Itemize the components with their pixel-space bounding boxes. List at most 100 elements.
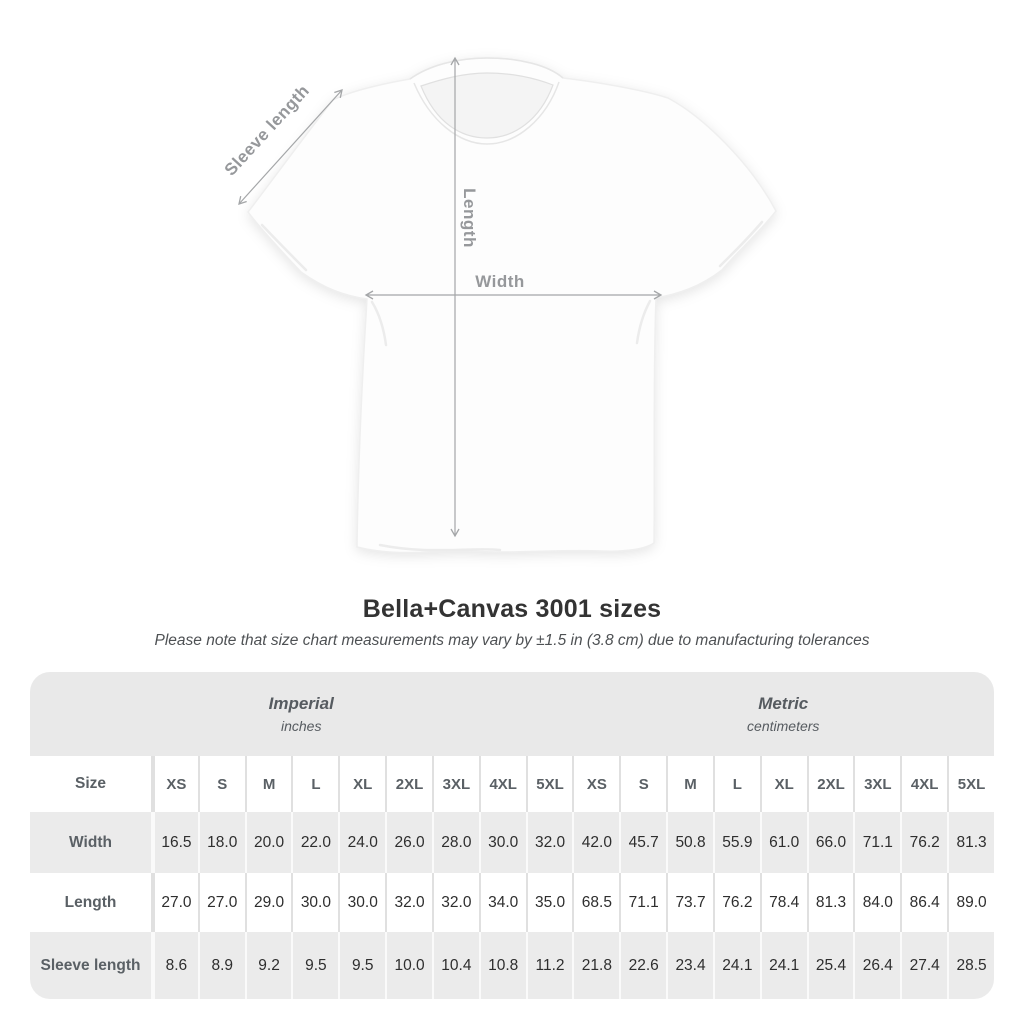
row-label-width: Width xyxy=(69,833,112,851)
size-table-container: Imperial inches Metric centimeters Size … xyxy=(30,672,994,999)
size-col-header: XL xyxy=(759,756,807,812)
value-cell: 61.0 xyxy=(759,812,807,873)
value-cell: 9.5 xyxy=(338,932,385,999)
sleeve-length-row: Sleeve length 8.6 8.9 9.2 9.5 9.5 10.0 1… xyxy=(30,932,994,999)
value-cell: 27.0 xyxy=(197,873,245,932)
value-cell: 21.8 xyxy=(572,932,619,999)
tshirt-collar-outer xyxy=(409,57,564,80)
value-cell: 27.0 xyxy=(151,873,198,932)
size-col-header: XL xyxy=(338,756,385,812)
value-cell: 22.6 xyxy=(619,932,666,999)
value-cell: 23.4 xyxy=(666,932,713,999)
tshirt-fold-left-armpit xyxy=(370,300,388,347)
size-col-header: S xyxy=(619,756,666,812)
unit-group-header-row: Imperial inches Metric centimeters xyxy=(30,672,994,756)
value-cell: 22.0 xyxy=(291,812,338,873)
metric-unit: centimeters xyxy=(747,718,820,734)
value-cell: 29.0 xyxy=(244,873,292,932)
value-cell: 32.0 xyxy=(431,873,479,932)
imperial-unit: inches xyxy=(280,718,322,734)
value-cell: 35.0 xyxy=(525,873,573,932)
value-cell: 10.4 xyxy=(431,932,479,999)
length-label: Length xyxy=(460,188,479,248)
value-cell: 71.1 xyxy=(853,812,900,873)
value-cell: 16.5 xyxy=(151,812,198,873)
value-cell: 55.9 xyxy=(712,812,760,873)
value-cell: 11.2 xyxy=(525,932,573,999)
value-cell: 27.4 xyxy=(900,932,947,999)
value-cell: 34.0 xyxy=(478,873,526,932)
value-cell: 42.0 xyxy=(572,812,619,873)
tshirt-illustration xyxy=(247,57,777,554)
value-cell: 45.7 xyxy=(619,812,666,873)
size-col-header: S xyxy=(197,756,245,812)
length-row: Length 27.0 27.0 29.0 30.0 30.0 32.0 32.… xyxy=(30,873,994,932)
tshirt-fold-hem xyxy=(378,543,502,552)
sleeve-length-arrow xyxy=(238,89,343,205)
value-cell: 76.2 xyxy=(712,873,760,932)
value-cell: 50.8 xyxy=(666,812,713,873)
metric-label: Metric xyxy=(758,694,809,713)
imperial-group-header: Imperial inches xyxy=(30,672,572,756)
value-cell: 71.1 xyxy=(619,873,666,932)
value-cell: 28.0 xyxy=(431,812,479,873)
value-cell: 10.8 xyxy=(478,932,526,999)
value-cell: 30.0 xyxy=(478,812,526,873)
size-col-header: 4XL xyxy=(900,756,947,812)
value-cell: 10.0 xyxy=(385,932,432,999)
size-col-header: 5XL xyxy=(525,756,573,812)
value-cell: 32.0 xyxy=(525,812,573,873)
width-row: Width 16.5 18.0 20.0 22.0 24.0 26.0 28.0… xyxy=(30,812,994,873)
value-cell: 26.0 xyxy=(385,812,432,873)
size-col-header: 5XL xyxy=(947,756,994,812)
size-col-header: L xyxy=(712,756,760,812)
value-cell: 81.3 xyxy=(806,873,854,932)
value-cell: 30.0 xyxy=(338,873,385,932)
value-cell: 24.1 xyxy=(712,932,760,999)
tshirt-collar-rim xyxy=(413,81,560,145)
imperial-label: Imperial xyxy=(268,694,334,713)
row-label-size: Size xyxy=(74,775,106,792)
size-col-header: 4XL xyxy=(478,756,526,812)
size-col-header: 2XL xyxy=(806,756,854,812)
value-cell: 8.6 xyxy=(151,932,198,999)
tshirt-fold-left-cuff xyxy=(260,223,308,272)
value-cell: 26.4 xyxy=(853,932,900,999)
value-cell: 30.0 xyxy=(291,873,338,932)
size-col-header: 2XL xyxy=(385,756,432,812)
size-col-header: L xyxy=(291,756,338,812)
row-label-sleeve-length: Sleeve length xyxy=(40,956,141,974)
size-col-header: XS xyxy=(572,756,619,812)
value-cell: 9.5 xyxy=(291,932,338,999)
value-cell: 18.0 xyxy=(197,812,245,873)
value-cell: 76.2 xyxy=(900,812,947,873)
tshirt-diagram: Width Length Sleeve length xyxy=(221,56,777,554)
value-cell: 68.5 xyxy=(572,873,619,932)
tshirt-fold-right-cuff xyxy=(718,220,764,268)
size-table: Imperial inches Metric centimeters Size … xyxy=(30,672,994,999)
value-cell: 28.5 xyxy=(947,932,994,999)
page-title: Bella+Canvas 3001 sizes xyxy=(362,595,662,623)
size-col-header: XS xyxy=(151,756,198,812)
value-cell: 73.7 xyxy=(666,873,713,932)
metric-group-header: Metric centimeters xyxy=(572,672,994,756)
value-cell: 66.0 xyxy=(806,812,854,873)
size-col-header: 3XL xyxy=(431,756,479,812)
tolerance-note: Please note that size chart measurements… xyxy=(154,632,870,649)
value-cell: 81.3 xyxy=(947,812,994,873)
tshirt-body-shape xyxy=(247,57,777,554)
width-label: Width xyxy=(475,272,525,291)
size-header-row: Size XS S M L XL 2XL 3XL 4XL 5XL XS S M … xyxy=(30,756,994,812)
value-cell: 86.4 xyxy=(900,873,947,932)
value-cell: 32.0 xyxy=(385,873,432,932)
tshirt-fold-right-armpit xyxy=(635,299,652,345)
value-cell: 8.9 xyxy=(197,932,245,999)
value-cell: 25.4 xyxy=(806,932,854,999)
size-col-header: M xyxy=(666,756,713,812)
value-cell: 24.1 xyxy=(759,932,807,999)
value-cell: 20.0 xyxy=(244,812,292,873)
value-cell: 84.0 xyxy=(853,873,900,932)
value-cell: 89.0 xyxy=(947,873,994,932)
row-label-length: Length xyxy=(64,893,117,911)
